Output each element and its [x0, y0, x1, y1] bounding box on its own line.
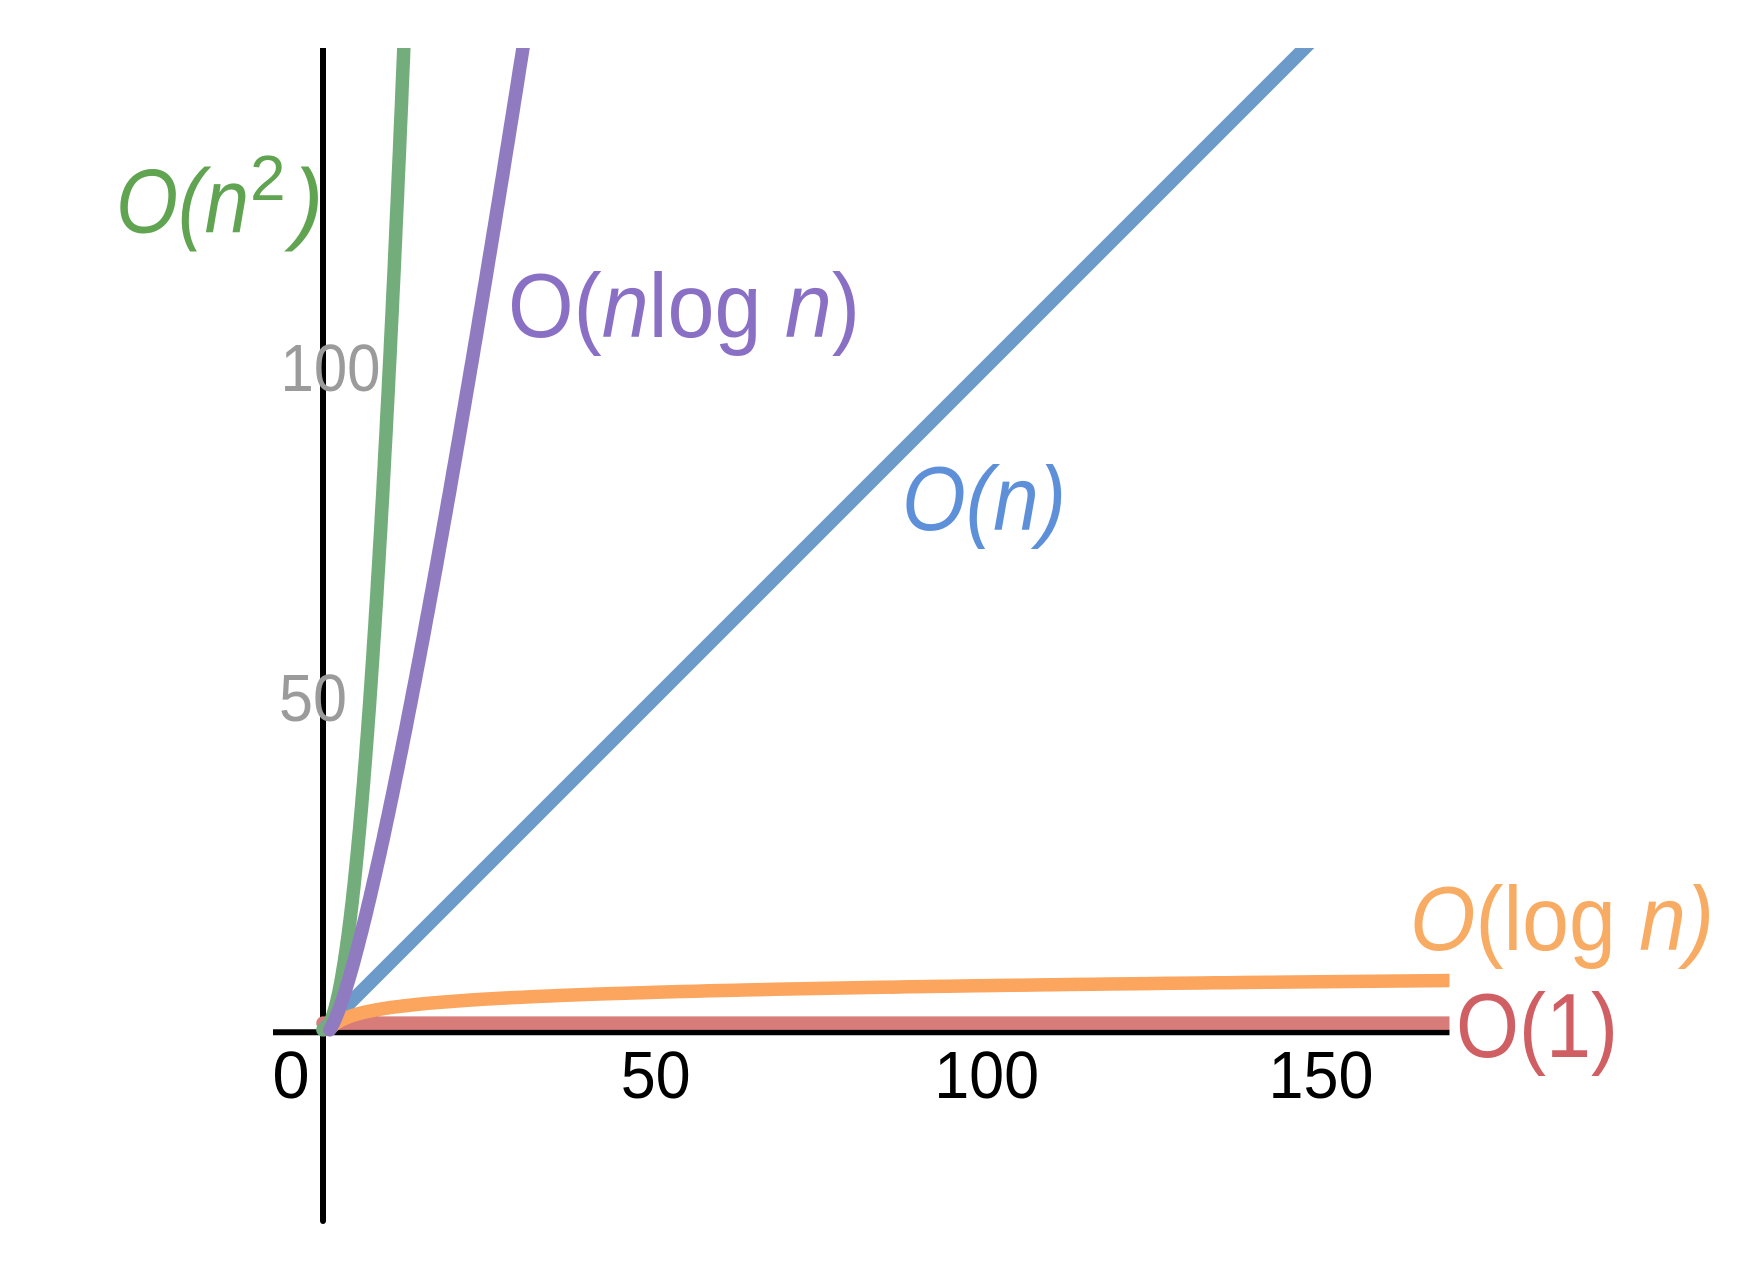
svg-text:O(n): O(n) — [902, 449, 1066, 550]
svg-text:O(n: O(n — [116, 152, 249, 253]
svg-text:0: 0 — [272, 1038, 309, 1113]
svg-text:O(nlog n): O(nlog n) — [508, 256, 860, 357]
svg-text:O(1): O(1) — [1456, 976, 1618, 1077]
svg-text:100: 100 — [281, 331, 381, 406]
svg-text:100: 100 — [934, 1038, 1039, 1113]
svg-text:2: 2 — [250, 142, 286, 214]
svg-text:50: 50 — [621, 1038, 691, 1113]
svg-text:150: 150 — [1269, 1038, 1374, 1113]
svg-text:O(log n): O(log n) — [1410, 869, 1714, 970]
svg-text:50: 50 — [279, 661, 347, 736]
